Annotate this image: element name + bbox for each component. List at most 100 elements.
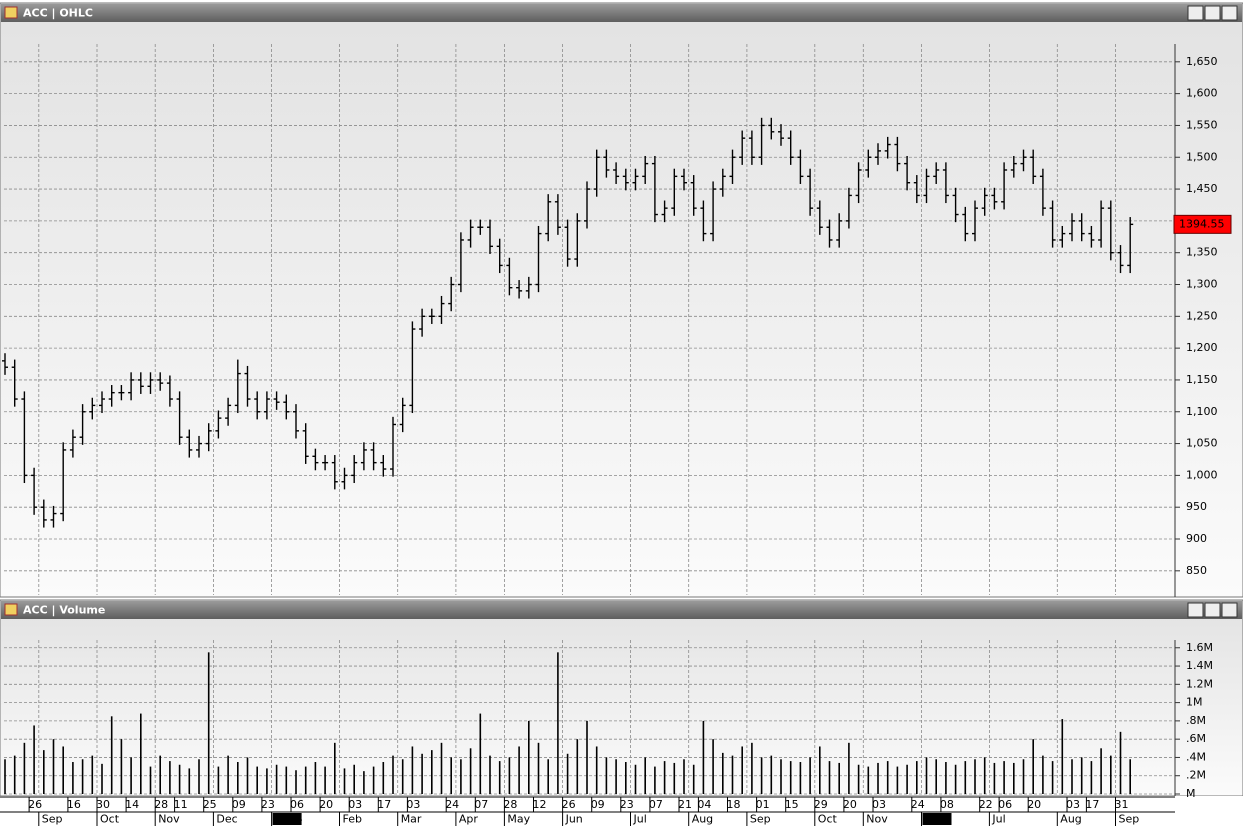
volume-bar [159, 755, 161, 794]
volume-bar [993, 762, 996, 794]
y-tick-label: .2M [1186, 769, 1206, 782]
x-tick-label: 01 [756, 798, 770, 811]
month-label: Aug [1060, 813, 1081, 826]
y-tick-label: 850 [1186, 564, 1207, 577]
volume-bar [101, 763, 103, 794]
y-tick-label: 1,600 [1186, 87, 1218, 100]
volume-bar [780, 759, 782, 794]
volume-bar [1042, 755, 1044, 794]
volume-bar [954, 764, 957, 794]
volume-bar [557, 652, 559, 794]
volume-bar [4, 759, 6, 794]
close-button[interactable] [1221, 602, 1238, 618]
panel-title: ACC | OHLC [23, 7, 93, 20]
volume-bar [178, 764, 181, 794]
month-label: Aug [692, 813, 713, 826]
x-tick-label: 20 [1027, 798, 1041, 811]
volume-bar [295, 770, 297, 794]
maximize-button[interactable] [1204, 5, 1221, 21]
volume-bar [838, 762, 840, 794]
volume-bar [1032, 739, 1034, 794]
y-tick-label: 1,350 [1186, 246, 1218, 259]
volume-bar [266, 768, 268, 794]
month-label: Nov [866, 813, 888, 826]
month-label: Apr [459, 813, 479, 826]
volume-bar [634, 764, 637, 794]
volume-bar [741, 746, 743, 794]
volume-bar [382, 762, 385, 794]
minimize-button[interactable] [1187, 5, 1204, 21]
volume-bar [819, 746, 821, 794]
ohlc-series [2, 117, 1134, 528]
x-tick-label: 12 [533, 798, 547, 811]
x-tick-label: 17 [1085, 798, 1099, 811]
volume-bar [828, 761, 831, 794]
minimize-button[interactable] [1187, 602, 1204, 618]
x-tick-label: 26 [28, 798, 42, 811]
y-tick-label: 1,650 [1186, 55, 1218, 68]
month-label: 2015 [925, 813, 953, 826]
y-tick-label: 1.2M [1186, 677, 1213, 690]
x-tick-label: 31 [1115, 798, 1129, 811]
x-tick-label: 23 [620, 798, 634, 811]
y-tick-label: .4M [1186, 750, 1206, 763]
volume-bar [498, 761, 501, 794]
x-tick-label: 16 [67, 798, 81, 811]
y-tick-label: M [1186, 787, 1196, 800]
volume-bar [489, 755, 491, 794]
volume-bar [33, 725, 35, 794]
x-tick-label: 18 [727, 798, 741, 811]
volume-bar [518, 746, 520, 794]
x-tick-label: 25 [203, 798, 217, 811]
volume-bar [605, 757, 608, 794]
volume-bar [615, 759, 617, 794]
volume-bar [275, 764, 278, 794]
volume-bar [1100, 748, 1102, 794]
close-button[interactable] [1221, 5, 1238, 21]
y-tick-label: 1,100 [1186, 405, 1218, 418]
window-icon [4, 603, 18, 616]
x-tick-label: 22 [979, 798, 993, 811]
x-tick-label: 04 [697, 798, 711, 811]
y-tick-label: 1.6M [1186, 641, 1213, 654]
x-tick-label: 28 [503, 798, 517, 811]
volume-bar [673, 762, 676, 794]
y-tick-label: 1,250 [1186, 309, 1218, 322]
x-tick-label: 30 [96, 798, 110, 811]
volume-bar [654, 766, 656, 794]
volume-bar [848, 742, 850, 794]
x-tick-label: 20 [843, 798, 857, 811]
volume-bar [140, 713, 142, 794]
volume-bar [566, 753, 569, 794]
volume-bar [479, 713, 482, 794]
volume-bar [1119, 731, 1122, 794]
volume-bar [469, 748, 472, 794]
x-tick-label: 11 [174, 798, 188, 811]
volume-bar [72, 762, 74, 794]
month-label: Sep [42, 813, 63, 826]
volume-bar [411, 746, 414, 794]
volume-bar [314, 762, 317, 794]
x-tick-label: 21 [678, 798, 692, 811]
volume-bar [886, 761, 889, 794]
volume-bar [722, 752, 724, 794]
last-price-box [1173, 214, 1232, 234]
x-tick-label: 06 [998, 798, 1012, 811]
volume-bar [23, 742, 26, 794]
volume-bar [207, 652, 210, 794]
volume-bar [945, 762, 947, 794]
volume-bar [392, 755, 394, 794]
y-tick-label: 950 [1186, 500, 1207, 513]
month-label: Oct [818, 813, 838, 826]
maximize-button[interactable] [1204, 602, 1221, 618]
volume-bar [62, 746, 64, 794]
volume-bar [1090, 761, 1093, 794]
volume-bar [353, 764, 355, 794]
volume-bar [692, 764, 695, 794]
volume-bar [1080, 757, 1083, 794]
volume-bar [334, 742, 336, 794]
volume-bar [401, 759, 404, 794]
x-tick-label: 15 [785, 798, 799, 811]
y-tick-label: 1,450 [1186, 182, 1218, 195]
volume-bar [576, 739, 579, 794]
